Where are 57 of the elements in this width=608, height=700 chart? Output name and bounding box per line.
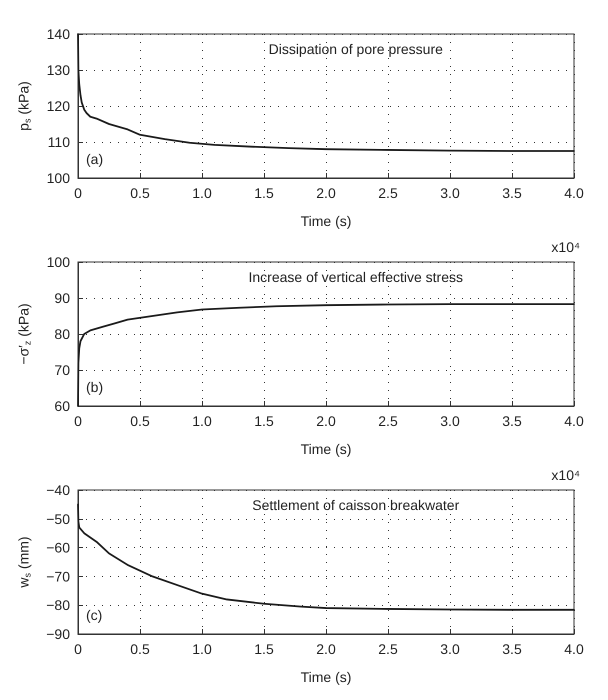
y-axis-title: ps (kPa) bbox=[16, 81, 32, 131]
text: x10⁴ bbox=[551, 467, 580, 483]
y-axis-title: −σ′z (kPa) bbox=[16, 303, 32, 365]
annotation: (a) bbox=[86, 151, 104, 167]
x-tick-label: 0.5 bbox=[130, 641, 150, 657]
x-tick-label: 0 bbox=[74, 185, 82, 201]
x-tick-label: 0.5 bbox=[130, 413, 150, 429]
x-tick-label: 4.0 bbox=[564, 641, 584, 657]
x-tick-label: 3.0 bbox=[440, 413, 460, 429]
y-tick-label: 110 bbox=[48, 134, 70, 150]
x-tick-label: 0.5 bbox=[130, 185, 150, 201]
x-axis-title: Time (s) bbox=[300, 441, 352, 457]
x-tick-label: 3.0 bbox=[440, 185, 460, 201]
x-tick-label: 2.5 bbox=[378, 641, 398, 657]
x-tick-label: 0 bbox=[74, 413, 82, 429]
y-tick-label: 130 bbox=[46, 62, 70, 78]
y-tick-label: 90 bbox=[54, 290, 70, 306]
y-tick-label: −90 bbox=[46, 626, 70, 642]
y-tick-label: 60 bbox=[54, 398, 70, 414]
x-tick-label: 2.0 bbox=[316, 641, 336, 657]
y-tick-label: 70 bbox=[54, 362, 70, 378]
x-tick-label: 4.0 bbox=[564, 413, 584, 429]
x-tick-label: 1.5 bbox=[254, 641, 274, 657]
text: Increase of vertical effective stress bbox=[248, 269, 464, 285]
x-axis-title: Time (s) bbox=[300, 669, 352, 685]
y-tick-label: −70 bbox=[46, 568, 70, 584]
x-tick-label: 1.5 bbox=[254, 413, 274, 429]
y-tick-label: −80 bbox=[46, 597, 70, 614]
x-tick-label: 1.5 bbox=[254, 185, 274, 201]
y-tick-label: 80 bbox=[54, 326, 70, 342]
y-tick-label: 120 bbox=[46, 98, 70, 114]
x-tick-label: 3.5 bbox=[502, 413, 522, 429]
y-tick-label: 100 bbox=[46, 254, 70, 270]
x-tick-label: 2.5 bbox=[378, 185, 398, 201]
y-tick-label: 100 bbox=[46, 170, 70, 186]
annotation: (c) bbox=[86, 607, 102, 623]
x-tick-label: 0 bbox=[74, 641, 82, 657]
y-tick-label: −60 bbox=[46, 540, 70, 556]
x-tick-label: 2.0 bbox=[316, 185, 336, 201]
x-tick-label: 3.5 bbox=[502, 185, 522, 201]
x-tick-label: 1.0 bbox=[192, 185, 212, 201]
x-tick-label: 1.0 bbox=[192, 413, 212, 429]
y-tick-label: −50 bbox=[46, 510, 70, 527]
x-tick-label: 4.0 bbox=[564, 185, 584, 201]
annotation: (b) bbox=[86, 379, 104, 395]
x-tick-label: 3.5 bbox=[502, 641, 522, 657]
y-tick-label: 140 bbox=[46, 26, 70, 42]
text: Settlement of caisson breakwater bbox=[252, 497, 460, 513]
x-tick-label: 1.0 bbox=[192, 641, 212, 657]
x-tick-label: 3.0 bbox=[440, 641, 460, 657]
x-tick-label: 2.5 bbox=[378, 413, 398, 429]
text: x10⁴ bbox=[551, 239, 580, 255]
x-axis-title: Time (s) bbox=[300, 213, 352, 229]
y-axis-title: ws (mm) bbox=[16, 536, 32, 589]
text: Dissipation of pore pressure bbox=[268, 41, 444, 57]
x-tick-label: 2.0 bbox=[316, 413, 336, 429]
y-tick-label: −40 bbox=[46, 482, 70, 498]
